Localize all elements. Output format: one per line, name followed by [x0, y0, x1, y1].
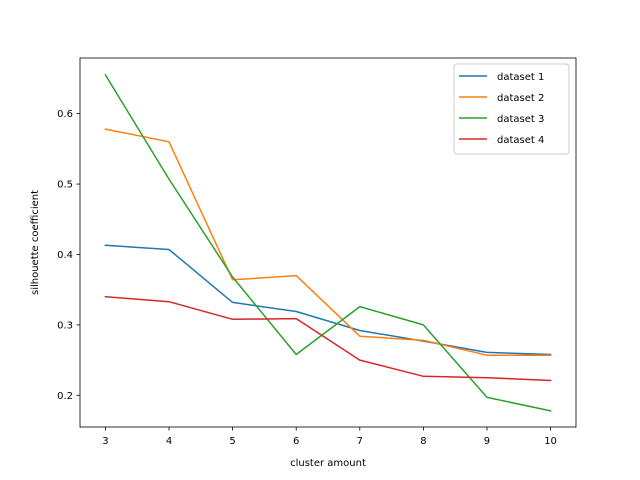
x-tick-label: 8 [420, 436, 426, 447]
x-tick-label: 3 [102, 436, 108, 447]
legend-label-3: dataset 3 [497, 114, 544, 125]
y-tick-label: 0.2 [57, 391, 73, 402]
y-tick-label: 0.5 [57, 180, 73, 191]
x-axis-ticks: 3 4 5 6 7 8 9 10 [102, 427, 557, 447]
plot-lines [104, 73, 552, 412]
plot-frame [79, 57, 577, 428]
x-tick-label: 6 [293, 436, 299, 447]
y-tick-label: 0.3 [57, 320, 73, 331]
series-line-2 [104, 128, 552, 356]
legend-label-2: dataset 2 [497, 93, 544, 104]
legend-label-4: dataset 4 [497, 135, 544, 146]
x-tick-label: 10 [544, 436, 557, 447]
x-tick-label: 9 [484, 436, 490, 447]
y-axis-ticks: 0.2 0.3 0.4 0.5 0.6 [57, 109, 80, 402]
series-line-3 [104, 73, 552, 412]
y-axis-label: silhouette coefficient [30, 190, 41, 295]
x-axis-label: cluster amount [290, 458, 366, 469]
y-tick-label: 0.4 [57, 250, 73, 261]
legend-box [453, 63, 570, 155]
series-line-4 [104, 295, 552, 382]
x-tick-label: 4 [166, 436, 172, 447]
series-line-1 [104, 244, 552, 356]
legend: dataset 1 dataset 2 dataset 3 dataset 4 [453, 63, 570, 155]
x-tick-label: 5 [229, 436, 235, 447]
x-tick-label: 7 [357, 436, 363, 447]
legend-label-1: dataset 1 [497, 72, 544, 83]
y-tick-label: 0.6 [57, 109, 73, 120]
